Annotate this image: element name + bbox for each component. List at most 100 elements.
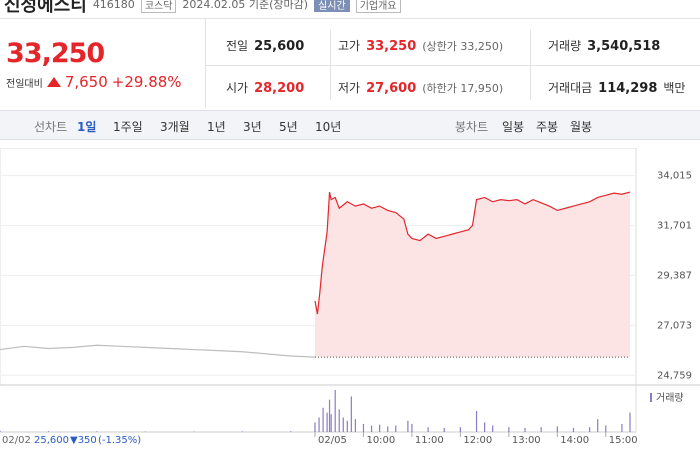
footer-text: ▼350 (70, 435, 97, 446)
volume-bar (342, 417, 344, 432)
volume-bar (427, 427, 429, 432)
x-tick-label: 10:00 (366, 435, 395, 446)
info-note: (상한가 33,250) (422, 40, 504, 53)
volume-bar (411, 423, 413, 432)
volume-bar (459, 427, 461, 432)
volume-bar (492, 425, 494, 432)
volume-bar (407, 420, 409, 432)
volume-bar (362, 423, 365, 432)
header: 신성에스티 416180 코스닥 2024.02.05 기준(장마감) 실시간 … (4, 0, 401, 16)
x-tick-label: 12:00 (463, 435, 492, 446)
y-tick-label: 24,759 (657, 370, 692, 381)
volume-bar (47, 431, 50, 432)
volume-bar (629, 412, 631, 432)
price-line (0, 344, 316, 358)
x-tick-label: 14:00 (560, 435, 589, 446)
up-arrow (46, 77, 61, 87)
y-tick-label: 29,387 (657, 270, 692, 281)
volume-bar (326, 412, 328, 432)
x-tick-label: 11:00 (415, 435, 444, 446)
volume-bar (379, 424, 381, 432)
tab[interactable]: 1주일 (113, 120, 143, 134)
volume-bar (621, 423, 623, 432)
chart: 34,015 31,701 29,387 27,073 24,759 02/05 10:00… (0, 148, 700, 446)
volume-bar (395, 425, 397, 432)
x-tick-label: 15:00 (609, 435, 638, 446)
divider (0, 18, 700, 19)
y-tick-label: 34,015 (657, 171, 692, 182)
stock-name: 신성에스티 (4, 0, 87, 16)
change: 전일대비 7,650 +29.88% (6, 73, 182, 91)
volume-bar (589, 427, 591, 432)
price: 33,250 (6, 38, 105, 69)
tab[interactable]: 주봉 (536, 120, 559, 134)
info-value: 3,540,518 (587, 39, 661, 54)
volume-bar (346, 420, 348, 432)
y-tick-label: 31,701 (657, 220, 692, 231)
tab[interactable]: 월봉 (570, 120, 593, 134)
info-label: 고가 (338, 39, 361, 53)
volume-bar (354, 419, 356, 432)
volume-bar (524, 427, 526, 432)
volume-bar (540, 427, 542, 432)
volume-bar (443, 427, 445, 432)
divider (205, 18, 206, 108)
volume-bar (387, 426, 389, 432)
info-value: 33,250 (366, 39, 417, 54)
info-label: 전일 (226, 39, 249, 53)
info-value: 28,200 (254, 81, 305, 96)
info-value: 25,600 (254, 39, 305, 54)
price-line (314, 191, 631, 315)
volume-bar (0, 430, 1, 432)
volume-bar (597, 419, 599, 432)
info-cell: 거래대금 114,298 백만 (548, 79, 685, 96)
volume-bar (350, 396, 352, 432)
overview-button[interactable]: 기업개요 (355, 0, 401, 13)
info-cell: 시가 28,200 (226, 79, 304, 96)
info-value: 27,600 (366, 81, 417, 96)
tab[interactable]: 10년 (315, 120, 342, 134)
tab[interactable]: 일봉 (502, 120, 525, 134)
divider (330, 30, 331, 100)
volume-bar (334, 390, 336, 432)
tab[interactable]: 1년 (207, 120, 226, 134)
info-label: 시가 (226, 81, 249, 95)
info-cell: 고가 33,250 (상한가 33,250) (338, 37, 503, 54)
tab-label: 봉차트 (455, 120, 489, 134)
info-value: 114,298 (598, 81, 658, 96)
info-label: 저가 (338, 81, 361, 95)
date: 2024.02.05 기준(장마감) (182, 0, 309, 11)
volume-bar (508, 427, 510, 432)
volume-bar (605, 425, 607, 432)
divider (530, 30, 531, 100)
tab[interactable]: 1일 (77, 120, 97, 134)
stock-code: 416180 (92, 0, 135, 11)
info-label: 거래량 (548, 39, 582, 53)
volume-bar (328, 399, 331, 432)
realtime-button[interactable]: 실시간 (314, 0, 350, 12)
volume-bar (290, 431, 292, 432)
footer-text: 02/02 (2, 435, 31, 446)
volume-bar (96, 431, 98, 432)
info-cell: 저가 27,600 (하한가 17,950) (338, 79, 503, 96)
tab[interactable]: 3개월 (160, 120, 190, 134)
volume-bar (484, 422, 486, 432)
volume-bar (370, 425, 373, 432)
footer-text: 25,600 (34, 435, 69, 446)
volume-bar (475, 411, 478, 432)
volume-bar (241, 431, 243, 432)
tab[interactable]: 5년 (279, 120, 298, 134)
change-label: 전일대비 (6, 78, 43, 90)
info-unit: 백만 (663, 81, 686, 95)
volume-bar (572, 427, 575, 432)
volume-bar (330, 414, 332, 432)
volume-bar (556, 426, 558, 432)
volume-bar (338, 409, 340, 432)
info-note: (하한가 17,950) (422, 82, 504, 95)
x-tick-label: 13:00 (512, 435, 541, 446)
tab[interactable]: 3년 (243, 120, 262, 134)
tab-label: 선차트 (34, 120, 68, 134)
volume-bar (318, 417, 320, 432)
footer-text: (-1.35%) (98, 435, 141, 446)
